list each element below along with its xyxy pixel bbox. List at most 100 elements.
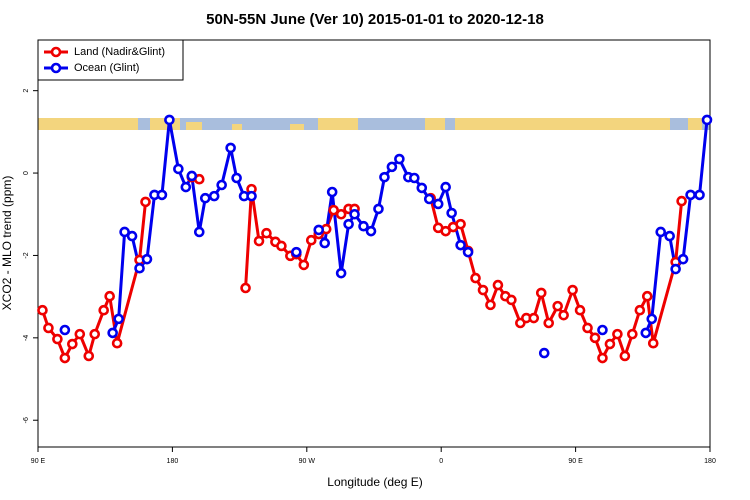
data-point [43, 322, 54, 334]
land-strip [455, 118, 670, 130]
data-point [291, 246, 302, 258]
data-point [326, 186, 338, 198]
data-point [641, 290, 653, 302]
data-point [394, 153, 405, 165]
data-point [141, 253, 153, 265]
data-point [485, 299, 496, 311]
data-point [655, 226, 667, 238]
x-tick-label: 0 [439, 458, 443, 465]
data-point [140, 196, 151, 208]
data-point [640, 327, 652, 339]
y-tick-label: -2 [23, 252, 30, 258]
data-point [134, 262, 145, 274]
data-point [298, 259, 310, 271]
data-point [313, 224, 325, 236]
data-point [231, 172, 242, 184]
x-tick-label: 90 E [568, 458, 583, 465]
y-tick-label: 0 [23, 171, 30, 175]
data-point [276, 240, 287, 252]
data-point [225, 142, 236, 154]
data-point [455, 239, 466, 251]
data-point [582, 322, 593, 334]
data-point [432, 198, 444, 210]
data-point [646, 313, 658, 325]
data-point [193, 226, 205, 238]
data-point [670, 263, 681, 275]
data-point [67, 338, 78, 350]
data-point [597, 352, 608, 364]
data-point [386, 161, 398, 173]
plot-frame [37, 39, 711, 448]
data-point [574, 304, 586, 316]
data-point [246, 190, 257, 202]
legend: Land (Nadir&Glint) Ocean (Glint) [37, 39, 184, 81]
data-point [240, 282, 251, 294]
data-point [440, 225, 451, 237]
data-point [111, 337, 123, 349]
data-point [104, 290, 115, 302]
data-point [589, 332, 601, 344]
y-tick-label: -4 [23, 335, 30, 341]
data-point [423, 193, 435, 205]
legend-marker [50, 46, 62, 58]
data-point [59, 352, 71, 364]
data-point [119, 226, 130, 238]
x-axis-label: Longitude (deg E) [327, 475, 422, 489]
data-point [612, 328, 623, 340]
data-point [126, 230, 138, 242]
data-point [647, 337, 659, 349]
data-point [180, 181, 192, 193]
data-point [535, 287, 547, 299]
data-point [446, 207, 457, 219]
data-point [253, 235, 265, 247]
land-strip [290, 124, 304, 130]
data-point [440, 181, 451, 193]
data-point [98, 304, 110, 316]
data-point [208, 190, 220, 202]
data-point [462, 246, 474, 258]
legend-label: Ocean (Glint) [74, 62, 139, 74]
data-point [528, 312, 540, 324]
data-point [379, 171, 390, 183]
data-point [506, 294, 517, 306]
data-point [113, 313, 124, 325]
land-strip [232, 124, 242, 130]
data-point [89, 328, 101, 340]
data-point [416, 182, 428, 194]
series-line [111, 118, 709, 334]
data-point [664, 230, 675, 242]
map-strip [38, 118, 710, 130]
data-point [335, 267, 347, 279]
data-point [538, 347, 550, 359]
data-point [477, 284, 489, 296]
chart-title: 50N-55N June (Ver 10) 2015-01-01 to 2020… [206, 11, 544, 28]
land-strip [318, 118, 358, 130]
land-strip [186, 122, 202, 130]
data-point [373, 203, 384, 215]
data-point [619, 350, 631, 362]
data-point [604, 338, 616, 350]
data-point [335, 208, 347, 220]
data-point [37, 304, 48, 316]
data-point [627, 328, 638, 340]
y-axis-label: XCO2 - MLO trend (ppm) [0, 176, 14, 311]
data-point [261, 227, 272, 239]
land-strip [38, 118, 138, 130]
data-point [455, 218, 466, 230]
legend-label: Land (Nadir&Glint) [74, 46, 165, 58]
data-point [677, 253, 689, 265]
data-point [558, 309, 569, 321]
x-tick-label: 180 [704, 458, 716, 465]
data-point [694, 189, 705, 201]
data-point [543, 317, 555, 329]
data-point [597, 324, 608, 336]
y-tick-label: 2 [23, 89, 30, 93]
data-point [319, 237, 331, 249]
data-point [216, 179, 227, 191]
data-point [199, 192, 211, 204]
data-point [156, 189, 168, 201]
data-point [349, 208, 360, 220]
data-point [365, 225, 377, 237]
